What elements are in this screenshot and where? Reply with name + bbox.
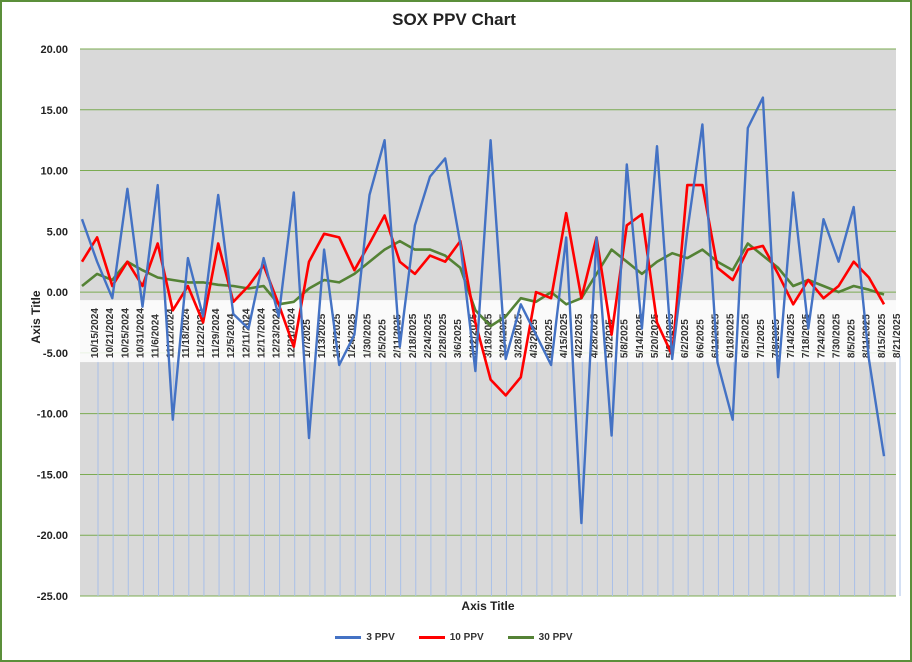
x-tick-label: 7/18/2025 [801, 313, 812, 358]
x-tick-label: 10/25/2024 [120, 308, 131, 358]
x-tick-label: 7/24/2025 [816, 313, 827, 358]
x-tick-label: 10/31/2024 [135, 308, 146, 358]
x-tick-label: 6/6/2025 [695, 319, 706, 358]
x-tick-label: 5/14/2025 [635, 313, 646, 358]
x-tick-label: 4/15/2025 [559, 313, 570, 358]
x-tick-label: 2/24/2025 [423, 313, 434, 358]
category-label-band [80, 300, 896, 363]
legend-swatch [335, 636, 362, 639]
x-tick-label: 11/29/2024 [211, 308, 222, 358]
x-tick-label: 11/12/2024 [166, 308, 177, 358]
x-tick-label: 2/28/2025 [438, 313, 449, 358]
x-tick-label: 2/5/2025 [378, 319, 389, 358]
x-tick-label: 10/15/2024 [90, 308, 101, 358]
x-tick-label: 5/20/2025 [650, 313, 661, 358]
series-line-3-ppv [80, 96, 886, 525]
x-tick-label: 6/18/2025 [726, 313, 737, 358]
y-tick-label: 15.00 [40, 105, 68, 117]
x-tick-label: 7/14/2025 [786, 313, 797, 358]
series-line-30-ppv [81, 239, 885, 328]
y-tick-label: -20.00 [37, 530, 68, 542]
x-tick-label: 1/17/2025 [332, 313, 343, 358]
x-tick-label: 3/28/2025 [514, 313, 525, 358]
chart-title: SOX PPV Chart [392, 10, 516, 29]
y-tick-label: -15.00 [37, 469, 68, 481]
legend-item: 30 PPV [507, 632, 573, 643]
x-tick-label: 12/31/2024 [287, 308, 298, 358]
legend-item: 3 PPV [335, 632, 395, 643]
y-tick-label: 5.00 [47, 226, 68, 238]
y-tick-label: 20.00 [40, 44, 68, 56]
x-tick-label: 7/30/2025 [831, 313, 842, 358]
y-tick-label: 0.00 [47, 287, 68, 299]
x-tick-label: 8/21/2025 [892, 313, 903, 358]
y-tick-label: -25.00 [37, 591, 68, 603]
y-tick-label: -5.00 [43, 348, 68, 360]
x-axis-title: Axis Title [461, 599, 515, 613]
x-tick-label: 5/8/2025 [620, 319, 631, 358]
legend-label: 10 PPV [449, 632, 484, 643]
x-tick-label: 5/2/2025 [604, 319, 615, 358]
x-tick-label: 2/18/2025 [408, 313, 419, 358]
legend-swatch [507, 636, 534, 639]
x-tick-label: 4/22/2025 [574, 313, 585, 358]
x-tick-label: 11/18/2024 [181, 308, 192, 358]
x-tick-label: 4/3/2025 [529, 319, 540, 358]
x-tick-label: 6/25/2025 [741, 313, 752, 358]
x-tick-label: 3/12/2025 [468, 313, 479, 358]
y-tick-label: 10.00 [40, 166, 68, 178]
x-tick-label: 8/15/2025 [877, 313, 888, 358]
x-tick-label: 8/5/2025 [847, 319, 858, 358]
x-tick-label: 11/6/2024 [151, 314, 162, 358]
legend-label: 3 PPV [366, 632, 395, 643]
chart-legend: 3 PPV 10 PPV 30 PPV [0, 632, 908, 643]
x-tick-label: 4/9/2025 [544, 319, 555, 358]
legend-label: 30 PPV [538, 632, 573, 643]
x-tick-label: 6/2/2025 [680, 319, 691, 358]
x-tick-label: 10/21/2024 [105, 308, 116, 358]
x-tick-label: 12/5/2024 [226, 313, 237, 358]
x-tick-label: 1/30/2025 [362, 313, 373, 358]
legend-swatch [418, 636, 445, 639]
x-tick-label: 4/28/2025 [589, 313, 600, 358]
x-tick-label: 1/7/2025 [302, 319, 313, 358]
x-tick-label: 1/13/2025 [317, 313, 328, 358]
x-tick-label: 12/23/2024 [272, 308, 283, 358]
legend-item: 10 PPV [418, 632, 484, 643]
y-tick-label: -10.00 [37, 409, 68, 421]
x-tick-label: 12/17/2024 [256, 308, 267, 358]
x-tick-label: 12/11/2024 [241, 308, 252, 358]
x-tick-label: 11/22/2024 [196, 308, 207, 358]
x-tick-label: 7/1/2025 [756, 319, 767, 358]
series-line-10-ppv [80, 183, 886, 397]
x-tick-label: 3/18/2025 [483, 313, 494, 358]
x-tick-label: 3/6/2025 [453, 319, 464, 358]
